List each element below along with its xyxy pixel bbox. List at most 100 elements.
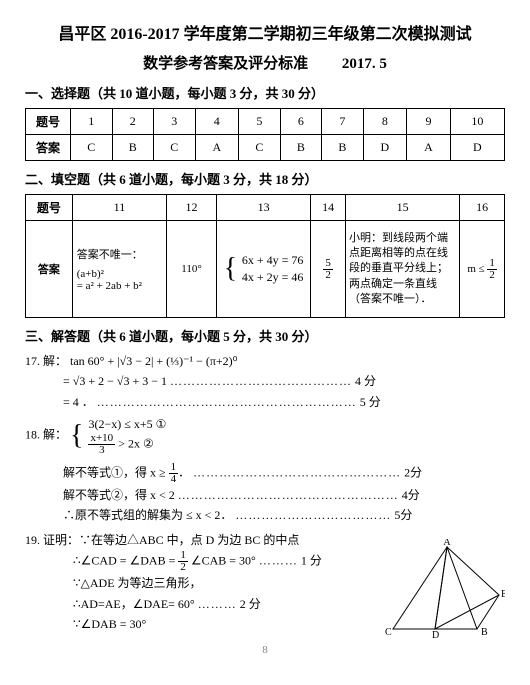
answer-cell-16: m ≤ 12: [460, 221, 505, 318]
section1-heading: 一、选择题（共 10 道小题，每小题 3 分，共 30 分）: [25, 83, 505, 102]
equation-group: 6x + 4y = 76 4x + 2y = 46: [242, 252, 304, 286]
line2-post: ∠CAB = 30°: [188, 553, 256, 567]
answer-cell: D: [450, 135, 504, 161]
col-num: 15: [346, 195, 460, 221]
table-row: 题号 1 2 3 4 5 6 7 8 9 10: [26, 109, 505, 135]
doc-subtitle: 数学参考答案及评分标准 2017. 5: [25, 52, 505, 73]
answer-cell: B: [322, 135, 364, 161]
section3-heading: 三、解答题（共 6 道小题，每小题 5 分，共 30 分）: [25, 326, 505, 345]
answer-cell-14: 52: [311, 221, 346, 318]
answer-cell-12: 110°: [167, 221, 217, 318]
answer-cell: C: [71, 135, 113, 161]
table-row: 答案 C B C A C B B D A D: [26, 135, 505, 161]
step3-pre: ∴原不等式组的解集为: [63, 508, 186, 522]
score: 2分: [404, 465, 422, 479]
answer-cell-13: { 6x + 4y = 76 4x + 2y = 46: [216, 221, 310, 318]
denominator: 4: [169, 474, 179, 485]
eq-line: 6x + 4y = 76: [242, 252, 304, 269]
col-num: 4: [195, 109, 239, 135]
col-num: 14: [311, 195, 346, 221]
q17-line3: = 4 ． …………………………………………………… 5 分: [63, 392, 505, 412]
answer-cell: C: [154, 135, 196, 161]
line4-text: ∴AD=AE，∠DAE= 60°: [73, 597, 195, 611]
col-num: 3: [154, 109, 196, 135]
score: 1 分: [301, 553, 322, 567]
score: 4 分: [355, 374, 376, 388]
q17: 17. 解： tan 60° + |√3 − 2| + (⅓)⁻¹ − (π+2…: [25, 351, 505, 412]
step2-text: 解不等式②，得 x < 2: [63, 488, 175, 502]
a16-pre: m ≤: [467, 263, 487, 275]
a11-line1: 答案不唯一：: [77, 246, 163, 262]
dots: ………: [198, 597, 237, 611]
denominator: 3: [88, 445, 115, 456]
a11-line2: (a+b)²: [77, 268, 163, 280]
doc-title: 昌平区 2016-2017 学年度第二学期初三年级第二次模拟测试: [25, 20, 505, 44]
line2-pre: ∴∠CAD = ∠DAB =: [73, 553, 178, 567]
inequality-group: 3(2−x) ≤ x+5 ① x+103 > 2x ②: [88, 416, 166, 456]
col-num: 5: [239, 109, 281, 135]
col-num: 12: [167, 195, 217, 221]
q18-step2: 解不等式②，得 x < 2 …………………………………………… 4分: [63, 485, 505, 505]
fraction: 12: [487, 258, 497, 281]
table-section2: 题号 11 12 13 14 15 16 答案 答案不唯一： (a+b)² = …: [25, 194, 505, 318]
ineq2-post: > 2x ②: [118, 436, 154, 450]
dots: ……………………………………: [170, 374, 352, 388]
doc-date: 2017. 5: [342, 56, 387, 73]
answer-cell: D: [363, 135, 407, 161]
dots: ……………………………………………: [178, 488, 399, 502]
q17-expr3: = 4 ．: [63, 395, 94, 409]
q18: 18. 解： { 3(2−x) ≤ x+5 ① x+103 > 2x ② 解不等…: [25, 416, 505, 526]
section2-heading: 二、填空题（共 6 道小题，每小题 3 分，共 18 分）: [25, 169, 505, 188]
col-num: 1: [71, 109, 113, 135]
q17-prefix: 17. 解：: [25, 354, 67, 368]
table-section1: 题号 1 2 3 4 5 6 7 8 9 10 答案 C B C A C B B…: [25, 108, 505, 161]
ans-label: 答案: [26, 221, 73, 318]
col-num: 2: [112, 109, 154, 135]
col-num: 11: [72, 195, 166, 221]
col-num: 10: [450, 109, 504, 135]
q18-step1: 解不等式①，得 x ≥ 14． ………………………………………… 2分: [63, 462, 505, 485]
label-e: E: [501, 589, 505, 600]
table-row: 题号 11 12 13 14 15 16: [26, 195, 505, 221]
answer-cell: C: [239, 135, 281, 161]
page-number: 8: [25, 644, 505, 656]
fraction: 14: [169, 462, 179, 485]
ans-label: 答案: [26, 135, 71, 161]
score: 5分: [394, 508, 412, 522]
ineq-line: x+103 > 2x ②: [88, 433, 166, 456]
step1-post: ．: [178, 465, 190, 479]
q18-step3: ∴原不等式组的解集为 ≤ x < 2． ……………………………… 5分: [63, 505, 505, 525]
denominator: 2: [178, 562, 188, 573]
label-a: A: [443, 539, 451, 548]
dots: ……………………………………………………: [97, 395, 357, 409]
answer-cell: B: [280, 135, 322, 161]
q17-line2: = √3 + 2 − √3 + 3 − 1 …………………………………… 4 分: [63, 371, 505, 391]
answer-cell-15: 小明：到线段两个端点距离相等的点在线段的垂直平分线上；两点确定一条直线（答案不唯…: [346, 221, 460, 318]
brace-icon: {: [224, 258, 237, 280]
label-b: B: [481, 627, 488, 638]
dots: …………………………………………: [193, 465, 401, 479]
fraction: x+103: [88, 433, 115, 456]
col-num: 16: [460, 195, 505, 221]
answer-cell: A: [407, 135, 451, 161]
table-row: 答案 答案不唯一： (a+b)² = a² + 2ab + b² 110° { …: [26, 221, 505, 318]
subtitle-text: 数学参考答案及评分标准: [143, 56, 308, 72]
col-num: 8: [363, 109, 407, 135]
label-c: C: [385, 627, 392, 638]
col-num: 6: [280, 109, 322, 135]
score: 5 分: [360, 395, 381, 409]
a11-line3: = a² + 2ab + b²: [77, 280, 163, 292]
denominator: 2: [323, 270, 333, 281]
fraction: 52: [323, 258, 333, 281]
numerator: 1: [487, 258, 497, 270]
triangle-diagram: A B C D E: [375, 539, 505, 639]
ineq-line: 3(2−x) ≤ x+5 ①: [88, 416, 166, 433]
col-num: 13: [216, 195, 310, 221]
denominator: 2: [487, 270, 497, 281]
col-num: 7: [322, 109, 364, 135]
q19: 19. 证明：∵在等边△ABC 中，点 D 为边 BC 的中点 ∴∠CAD = …: [25, 530, 505, 635]
fraction: 12: [178, 550, 188, 573]
score: 4分: [402, 488, 420, 502]
col-num: 9: [407, 109, 451, 135]
step3-rest: ≤ x < 2．: [186, 508, 232, 522]
